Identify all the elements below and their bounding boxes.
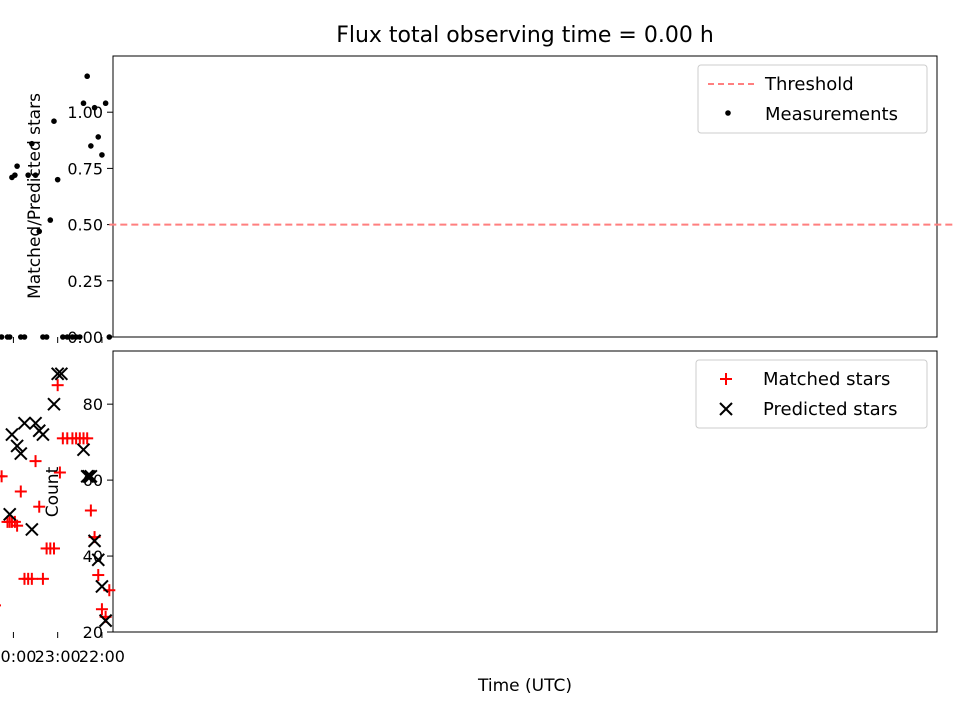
legend-predicted-swatch xyxy=(719,402,733,416)
measurement-point xyxy=(54,176,61,183)
measurement-point xyxy=(0,334,5,340)
legend-predicted-label: Predicted stars xyxy=(763,399,897,420)
predicted-star-point xyxy=(25,522,39,537)
measurement-point xyxy=(32,172,39,178)
bottom-series-layer xyxy=(0,367,116,628)
measurement-point xyxy=(25,172,31,178)
measurement-point xyxy=(95,134,102,140)
predicted-star-point xyxy=(17,416,32,430)
measurement-point xyxy=(51,118,57,124)
measurement-point xyxy=(47,217,54,223)
bottom-y-tick-label: 80 xyxy=(83,395,103,414)
top-y-tick-label: 0.50 xyxy=(67,216,103,235)
predicted-star-point xyxy=(5,427,19,442)
matched-star-point xyxy=(84,504,97,517)
legend-threshold-label: Threshold xyxy=(764,74,854,95)
bottom-x-tick-label: 00:00 xyxy=(0,647,36,666)
matched-star-point xyxy=(95,603,108,616)
top-y-tick-label: 1.00 xyxy=(67,103,103,122)
matched-star-point xyxy=(33,500,46,513)
legend-matched-label: Matched stars xyxy=(763,369,890,390)
top-series-layer xyxy=(0,73,954,340)
top-plot-area: 0.00 0.25 0.50 0.75 1.00 Matched/Predicted s… xyxy=(0,55,954,347)
matched-star-point xyxy=(51,379,64,392)
matched-star-point xyxy=(56,432,69,445)
measurement-point xyxy=(4,334,11,340)
matched-star-point xyxy=(18,572,31,585)
measurement-point xyxy=(69,334,76,340)
measurement-point xyxy=(29,140,35,147)
measurement-point xyxy=(0,334,2,340)
predicted-star-point xyxy=(76,443,91,457)
measurement-point xyxy=(102,100,109,107)
predicted-star-point xyxy=(98,613,113,628)
top-y-tick-label: 0.25 xyxy=(67,272,103,291)
predicted-star-point xyxy=(80,469,94,484)
matched-star-point xyxy=(0,475,5,478)
predicted-star-point xyxy=(91,553,105,567)
measurement-point xyxy=(84,73,90,80)
top-y-tick-label: 0.75 xyxy=(67,159,103,178)
legend-measurements-swatch xyxy=(725,110,731,116)
predicted-star-point xyxy=(84,469,98,484)
measurement-point xyxy=(17,334,24,340)
predicted-star-point xyxy=(28,416,43,430)
measurement-point xyxy=(91,104,98,111)
top-y-axis: 0.00 0.25 0.50 0.75 1.00 xyxy=(67,103,113,347)
matched-star-point xyxy=(29,455,42,468)
measurement-point xyxy=(14,163,20,169)
predicted-star-point xyxy=(32,424,46,438)
chart-title: Flux total observing time = 0.00 h xyxy=(336,23,714,48)
bottom-y-tick-label: 40 xyxy=(83,547,103,566)
predicted-star-point xyxy=(87,534,102,548)
measurement-point xyxy=(64,334,71,340)
top-y-tick-label: 0.00 xyxy=(67,328,103,347)
measurement-point xyxy=(36,228,43,235)
x-axis-label: Time (UTC) xyxy=(477,676,572,696)
measurement-point xyxy=(88,143,94,149)
top-legend: Threshold Measurements xyxy=(697,64,928,134)
predicted-star-point xyxy=(54,367,69,381)
measurement-point xyxy=(99,152,105,158)
predicted-star-point xyxy=(47,397,61,411)
measurement-point xyxy=(40,334,46,340)
bottom-y-tick-label: 20 xyxy=(83,623,103,642)
legend-matched-swatch xyxy=(720,373,732,385)
matched-star-point xyxy=(53,466,66,479)
matched-star-point xyxy=(40,542,53,555)
bottom-x-tick-label: 23:00 xyxy=(35,647,81,666)
predicted-star-point xyxy=(81,469,96,484)
legend-measurements-label: Measurements xyxy=(765,104,898,125)
predicted-star-point xyxy=(14,446,28,461)
measurement-point xyxy=(80,100,87,107)
predicted-star-point xyxy=(50,367,65,381)
measurement-point xyxy=(9,174,15,181)
matched-star-point xyxy=(14,485,27,498)
bottom-legend: Matched stars Predicted stars xyxy=(695,359,928,429)
top-x-axis xyxy=(12,337,103,343)
matched-star-point xyxy=(36,572,49,585)
bottom-y-axis-label: Count xyxy=(43,466,63,517)
measurement-point xyxy=(60,334,66,340)
bottom-x-tick-label: 22:00 xyxy=(79,647,125,666)
predicted-star-point xyxy=(3,507,17,521)
top-y-axis-label: Matched/Predicted stars xyxy=(25,93,45,299)
predicted-star-point xyxy=(95,579,109,594)
predicted-star-point xyxy=(10,439,24,453)
matched-star-point xyxy=(92,569,105,582)
measurement-point xyxy=(106,334,113,340)
